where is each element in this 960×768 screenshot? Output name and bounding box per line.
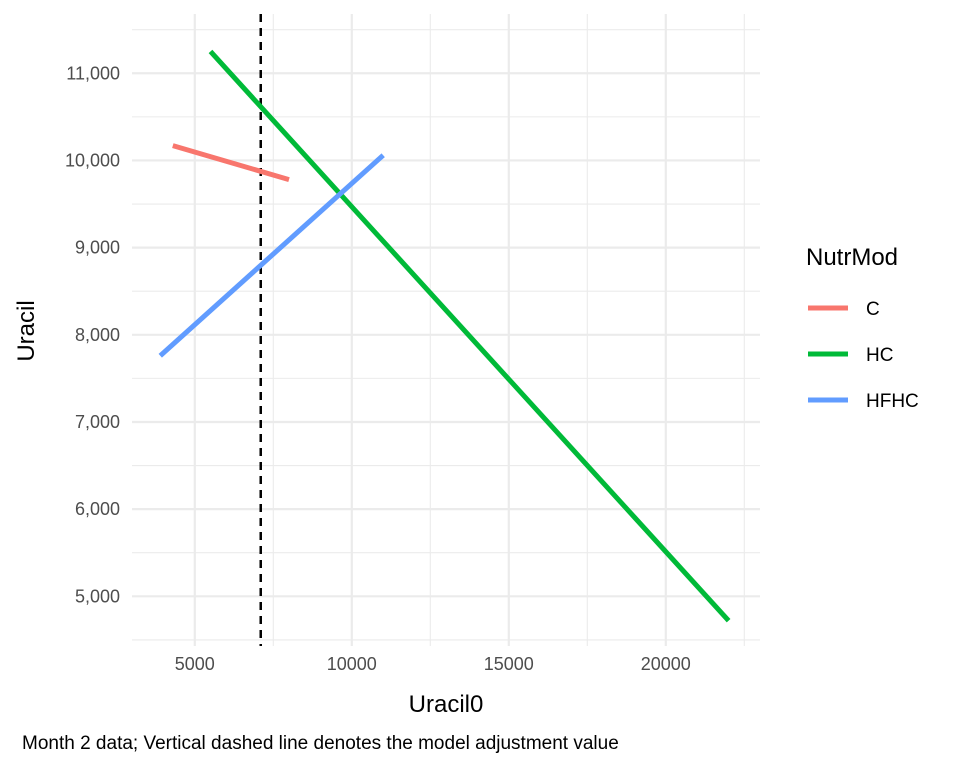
y-tick-label: 11,000 [66, 63, 120, 83]
y-axis-ticks: 5,000 6,000 7,000 8,000 9,000 10,000 11,000 [65, 63, 120, 606]
x-axis-title: Uracil0 [409, 691, 484, 718]
series-line-hfhc [158, 153, 385, 358]
x-axis-ticks: 5000 10000 15000 20000 [175, 654, 691, 674]
y-tick-label: 10,000 [65, 150, 120, 170]
legend-label-c: C [866, 299, 880, 320]
series-layer [158, 49, 731, 623]
x-tick-label: 5000 [175, 654, 215, 674]
legend-label-hc: HC [866, 345, 893, 366]
y-tick-label: 9,000 [75, 238, 120, 258]
legend: NutrMod C HC HFHC [806, 244, 919, 412]
legend-title: NutrMod [806, 244, 898, 271]
legend-label-hfhc: HFHC [866, 391, 919, 412]
x-tick-label: 20000 [641, 654, 691, 674]
series-line-hc [208, 49, 731, 623]
x-tick-label: 10000 [327, 654, 377, 674]
y-tick-label: 7,000 [75, 412, 120, 432]
chart-caption: Month 2 data; Vertical dashed line denot… [22, 733, 619, 754]
x-tick-label: 15000 [484, 654, 534, 674]
series-line-c [172, 143, 290, 183]
legend-items: C HC HFHC [808, 299, 919, 412]
y-axis-title: Uracil [13, 300, 40, 361]
y-tick-label: 6,000 [75, 499, 120, 519]
y-tick-label: 8,000 [75, 325, 120, 345]
grid [132, 14, 760, 646]
y-tick-label: 5,000 [75, 586, 120, 606]
